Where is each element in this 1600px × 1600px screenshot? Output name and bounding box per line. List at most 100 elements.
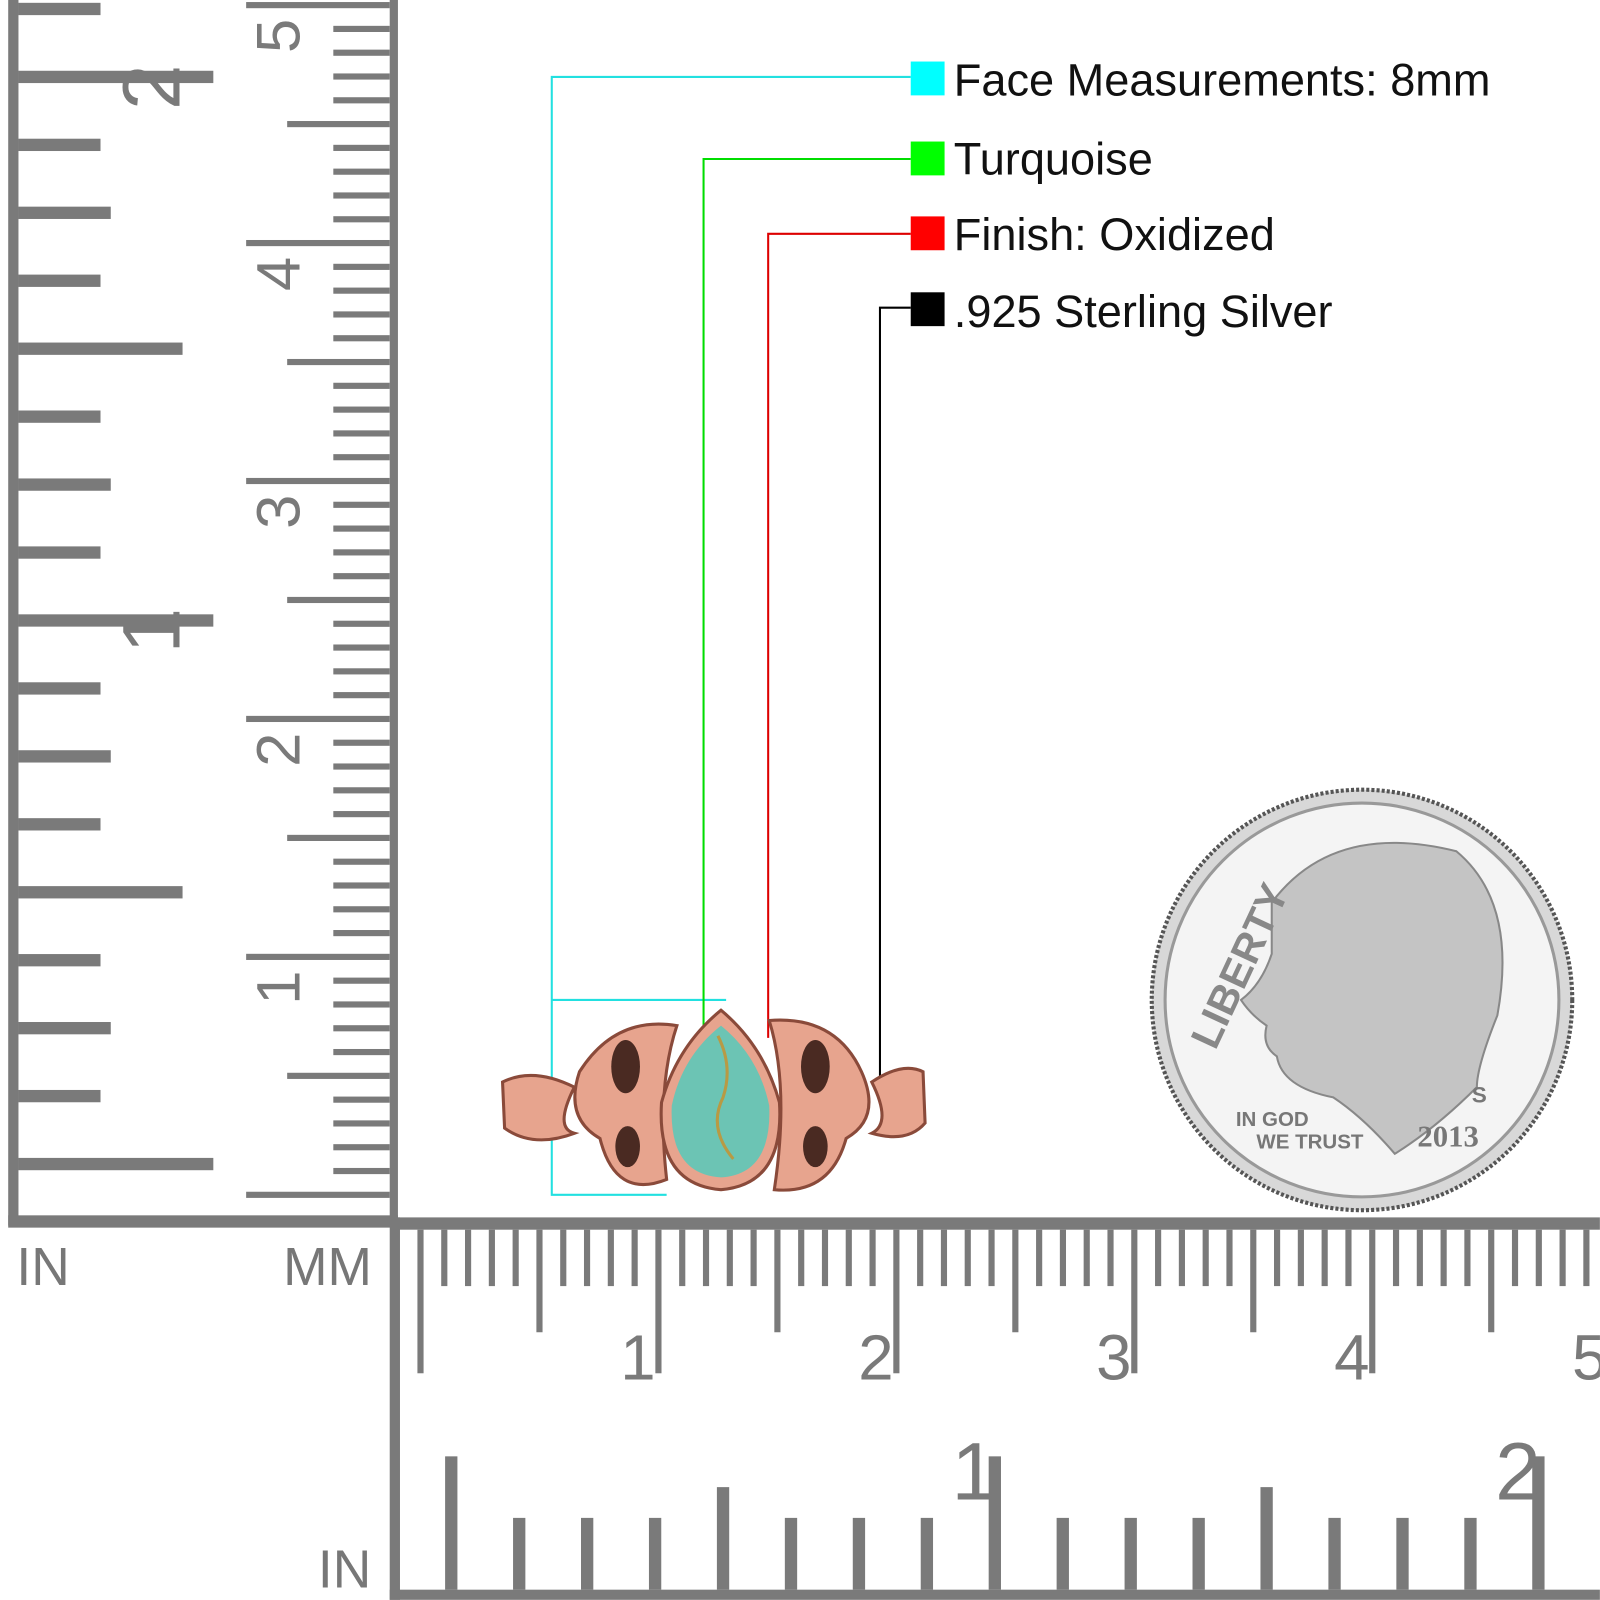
vertical-mm-tick <box>333 73 390 80</box>
vertical-inch-tick <box>18 342 183 355</box>
vertical-mm-tick <box>333 525 390 532</box>
vertical-mm-tick <box>333 620 390 627</box>
vertical-mm-tick <box>333 668 390 675</box>
legend-finish: Finish: Oxidized <box>953 210 1275 261</box>
vertical-mm-tick <box>333 549 390 556</box>
horizontal-mm-tick <box>964 1229 971 1287</box>
horizontal-mm-tick <box>583 1229 591 1287</box>
horizontal-mm-tick <box>631 1229 638 1287</box>
horizontal-mm-tick <box>726 1229 733 1287</box>
horizontal-mm-tick <box>869 1229 876 1287</box>
horizontal-mm-number: 5 <box>1572 1322 1600 1393</box>
horizontal-mm-tick <box>1416 1229 1423 1287</box>
vertical-mm-tick <box>333 168 390 175</box>
vertical-mm-tick <box>333 382 390 389</box>
vertical-inch-tick <box>18 886 183 899</box>
horizontal-mm-tick <box>940 1229 948 1287</box>
legend-face-measurements: Face Measurements: 8mm <box>953 55 1491 106</box>
horizontal-mm-tick <box>702 1229 710 1287</box>
vertical-mm-tick <box>287 596 390 604</box>
vertical-mm-tick <box>333 311 390 318</box>
horizontal-mm-tick <box>1464 1229 1471 1287</box>
horizontal-mm-tick <box>1036 1229 1043 1287</box>
horizontal-inch-tick <box>1396 1517 1409 1590</box>
legend-silver: .925 Sterling Silver <box>953 287 1333 338</box>
vertical-mm-number: 5 <box>244 19 313 53</box>
horizontal-mm-tick <box>1535 1229 1542 1287</box>
vertical-mm-tick <box>333 454 390 461</box>
vertical-inch-tick <box>18 682 101 695</box>
vertical-inch-number: 2 <box>106 64 197 110</box>
vertical-mm-tick <box>333 97 390 104</box>
vertical-inch-tick <box>18 818 101 831</box>
coin-motto-1: IN GOD <box>1236 1108 1309 1131</box>
vertical-mm-tick <box>333 49 390 56</box>
horizontal-mm-tick <box>512 1229 519 1287</box>
coin-year: 2013 <box>1417 1120 1478 1154</box>
finish-line <box>767 232 911 1038</box>
horizontal-inch-tick <box>1260 1487 1273 1590</box>
horizontal-inch-tick <box>513 1517 526 1590</box>
vertical-inch-tick <box>18 138 101 152</box>
horizontal-mm-tick <box>1369 1229 1376 1374</box>
vertical-inch-tick <box>18 2 101 16</box>
horizontal-ruler-top-edge <box>392 1217 1600 1230</box>
vertical-inch-tick <box>18 478 111 491</box>
vertical-ruler-left-edge <box>8 0 19 1226</box>
mm-label: MM <box>283 1237 372 1298</box>
horizontal-mm-tick <box>893 1229 900 1374</box>
vertical-inch-tick <box>18 274 101 287</box>
vertical-inch-tick <box>18 1089 101 1103</box>
coin-motto-2: WE TRUST <box>1256 1131 1364 1154</box>
vertical-mm-tick <box>333 906 390 913</box>
horizontal-mm-tick <box>441 1229 448 1287</box>
vertical-mm-tick <box>333 811 390 818</box>
vertical-mm-tick <box>333 1096 390 1103</box>
horizontal-inch-tick <box>716 1487 730 1590</box>
horizontal-mm-number: 2 <box>858 1322 893 1393</box>
vertical-mm-tick <box>333 430 390 437</box>
horizontal-mm-tick <box>679 1229 686 1287</box>
horizontal-ruler-left-edge <box>389 1217 400 1600</box>
horizontal-mm-tick <box>821 1229 829 1287</box>
vertical-inch-tick <box>18 206 111 219</box>
vertical-mm-tick <box>333 787 390 794</box>
horizontal-mm-tick <box>1511 1229 1519 1287</box>
vertical-mm-tick <box>246 715 390 723</box>
vertical-mm-tick <box>333 1167 390 1175</box>
horizontal-mm-tick <box>417 1229 424 1374</box>
vertical-inch-tick <box>18 954 101 967</box>
horizontal-mm-tick <box>750 1229 757 1287</box>
vertical-mm-tick <box>333 763 390 770</box>
vertical-mm-tick <box>246 239 390 247</box>
vertical-mm-number: 4 <box>244 257 313 291</box>
horizontal-mm-tick <box>798 1229 805 1287</box>
vertical-mm-tick <box>333 406 390 413</box>
horizontal-inch-tick <box>1124 1517 1137 1590</box>
horizontal-mm-number: 4 <box>1334 1322 1369 1393</box>
vertical-mm-tick <box>333 335 390 342</box>
horizontal-inch-tick <box>1328 1517 1341 1590</box>
horizontal-mm-tick <box>488 1229 495 1287</box>
horizontal-mm-tick <box>1559 1229 1566 1287</box>
vertical-mm-tick <box>287 834 390 841</box>
legend-swatch-silver <box>910 292 945 327</box>
horizontal-mm-tick <box>465 1229 472 1287</box>
horizontal-inch-tick <box>445 1456 458 1590</box>
horizontal-mm-tick <box>1012 1229 1019 1333</box>
horizontal-mm-tick <box>1059 1229 1067 1287</box>
horizontal-mm-tick <box>1440 1229 1447 1287</box>
horizontal-inch-tick <box>852 1517 866 1590</box>
vertical-inch-tick <box>18 1022 111 1035</box>
horizontal-mm-tick <box>1202 1229 1209 1287</box>
bottom-inch-label: IN <box>317 1540 372 1600</box>
horizontal-mm-tick <box>1274 1229 1281 1287</box>
vertical-mm-tick <box>333 1120 390 1127</box>
vertical-inch-number: 1 <box>106 608 197 654</box>
horizontal-inch-number: 1 <box>952 1426 998 1517</box>
legend-swatch-face <box>910 61 945 96</box>
vertical-mm-tick <box>333 1048 390 1056</box>
vertical-mm-tick <box>333 858 390 865</box>
